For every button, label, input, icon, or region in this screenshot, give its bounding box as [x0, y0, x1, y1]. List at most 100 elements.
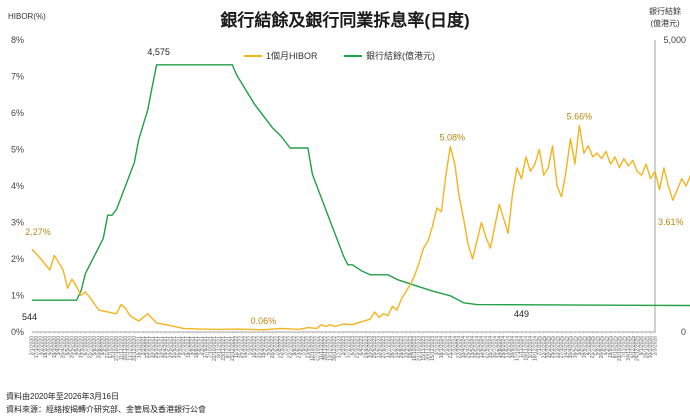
x-tick-label: 7/11/2025 — [621, 336, 627, 358]
legend-hibor-label: 1個月HIBOR — [266, 50, 318, 61]
x-tick-label: 12/10/2022 — [310, 336, 316, 361]
x-tick-label: 17/10/2024 — [515, 336, 521, 361]
x-tick-label: 25/5/2023 — [372, 336, 378, 358]
x-tick-label: 18/6/2025 — [581, 336, 587, 358]
x-tick-label: 2/2/2023 — [341, 336, 347, 356]
x-tick-label: 12/6/2023 — [377, 336, 383, 358]
x-tick-label: 28/9/2023 — [408, 336, 414, 358]
x-tick-label: 18/11/2024 — [523, 336, 529, 361]
data-label: 544 — [22, 312, 37, 322]
x-tick-label: 23/12/2021 — [230, 336, 236, 361]
x-tick-label: 19/4/2022 — [261, 336, 267, 358]
x-tick-label: 26/1/2022 — [239, 336, 245, 358]
x-tick-label: 14/4/2025 — [564, 336, 570, 358]
x-tick-label: 6/3/2023 — [350, 336, 356, 356]
x-tick-label: 11/11/2022 — [319, 336, 325, 361]
x-tick-label: 20/8/2025 — [599, 336, 605, 358]
x-tick-label: 25/4/2024 — [466, 336, 472, 358]
series-line-balance — [32, 64, 690, 307]
series-line-hibor — [31, 124, 690, 331]
footnote-source: 資料來源：經絡按揭轉介研究部、金管局及香港銀行公會 — [6, 404, 206, 414]
x-tick-label: 3/12/2024 — [528, 336, 534, 358]
x-tick-label: 4/9/2020 — [101, 336, 107, 356]
y-right-ticks: 0 5,000 — [663, 35, 686, 337]
x-tick-label: 27/6/2023 — [381, 336, 387, 358]
x-tick-label: 6/7/2020 — [83, 336, 89, 356]
x-tick-label: 7/10/2021 — [208, 336, 214, 358]
y-left-tick-label: 7% — [11, 72, 24, 82]
x-tick-label: 4/7/2025 — [586, 336, 592, 356]
x-tick-label: 1/3/2022 — [248, 336, 254, 356]
x-tick-label: 10/5/2023 — [368, 336, 374, 358]
y-left-tick-label: 2% — [11, 254, 24, 264]
legend: 1個月HIBOR 銀行結餘(億港元) — [244, 50, 435, 61]
x-tick-label: 20/8/2020 — [96, 336, 102, 358]
x-tick-label: 25/2/2025 — [550, 336, 556, 358]
x-tick-label: 21/7/2020 — [87, 336, 93, 358]
x-tick-label: 3/8/2021 — [190, 336, 196, 356]
data-label: 449 — [514, 309, 529, 319]
x-tick-label: 8/11/2021 — [216, 336, 222, 358]
x-ticks: 2/1/202017/1/20203/2/202018/2/20204/3/20… — [30, 332, 659, 361]
x-tick-label: 12/6/2024 — [479, 336, 485, 358]
x-tick-label: 10/2/2026 — [648, 336, 654, 358]
x-tick-label: 22/2/2021 — [145, 336, 151, 358]
y-left-tick-label: 6% — [11, 108, 24, 118]
x-tick-label: 31/10/2023 — [417, 336, 423, 361]
y-left-tick-label: 4% — [11, 181, 24, 191]
x-tick-label: 23/8/2022 — [297, 336, 303, 358]
x-tick-label: 14/8/2024 — [497, 336, 503, 358]
data-label: 4,575 — [147, 47, 170, 57]
x-tick-label: 14/5/2021 — [167, 336, 173, 358]
legend-balance-label: 銀行結餘(億港元) — [366, 50, 435, 61]
x-tick-label: 31/3/2022 — [256, 336, 262, 358]
x-tick-label: 2/7/2021 — [181, 336, 187, 356]
x-tick-label: 11/12/2020 — [127, 336, 133, 361]
series-lines — [31, 64, 690, 331]
x-tick-label: 19/3/2020 — [52, 336, 58, 358]
y-left-ticks: 0% 1% 2% 3% 4% 5% 6% 7% 8% — [11, 35, 24, 337]
x-tick-label: 8/12/2021 — [225, 336, 231, 358]
x-tick-label: 4/3/2020 — [47, 336, 53, 356]
data-label: 3.61% — [658, 217, 684, 227]
x-tick-label: 26/11/2020 — [123, 336, 129, 361]
x-tick-label: 28/11/2022 — [323, 336, 329, 361]
x-tick-label: 5/5/2020 — [65, 336, 71, 356]
x-tick-label: 27/10/2022 — [314, 336, 320, 361]
data-label: 5.66% — [567, 111, 593, 121]
x-tick-label: 18/1/2024 — [439, 336, 445, 358]
x-tick-label: 30/12/2022 — [332, 336, 338, 361]
x-tick-label: 28/5/2024 — [475, 336, 481, 358]
x-tick-label: 11/1/2022 — [234, 336, 240, 358]
x-tick-label: 2/2/2021 — [141, 336, 147, 356]
x-tick-label: 16/5/2025 — [572, 336, 578, 358]
x-tick-label: 31/5/2021 — [172, 336, 178, 358]
x-tick-label: 13/4/2021 — [159, 336, 165, 358]
x-tick-label: 11/11/2020 — [119, 336, 125, 361]
x-tick-label: 13/12/2022 — [328, 336, 334, 361]
x-tick-label: 8/10/2025 — [612, 336, 618, 358]
y-left-tick-label: 8% — [11, 35, 24, 45]
y-left-tick-label: 3% — [11, 218, 24, 228]
x-tick-label: 18/12/2024 — [532, 336, 538, 361]
x-tick-label: 26/1/2026 — [644, 336, 650, 358]
x-tick-label: 22/6/2022 — [279, 336, 285, 358]
x-tick-label: 10/2/2025 — [546, 336, 552, 358]
x-tick-label: 23/10/2025 — [617, 336, 623, 361]
x-tick-label: 3/4/2020 — [56, 336, 62, 356]
x-tick-label: 17/1/2023 — [337, 336, 343, 358]
x-tick-label: 29/4/2021 — [163, 336, 169, 358]
x-tick-label: 20/4/2020 — [61, 336, 67, 358]
x-tick-label: 16/3/2022 — [252, 336, 258, 358]
x-tick-label: 19/6/2020 — [78, 336, 84, 358]
x-tick-label: 2/9/2021 — [199, 336, 205, 356]
x-tick-label: 13/5/2024 — [470, 336, 476, 358]
x-tick-label: 2/1/2020 — [30, 336, 36, 356]
x-tick-label: 13/9/2023 — [403, 336, 409, 358]
x-tick-label: 24/4/2023 — [363, 336, 369, 358]
x-tick-label: 13/7/2023 — [386, 336, 392, 358]
chart-title: 銀行結餘及銀行同業拆息率(日度) — [220, 10, 469, 30]
x-tick-label: 17/9/2021 — [203, 336, 209, 358]
x-tick-label: 30/7/2024 — [492, 336, 498, 358]
